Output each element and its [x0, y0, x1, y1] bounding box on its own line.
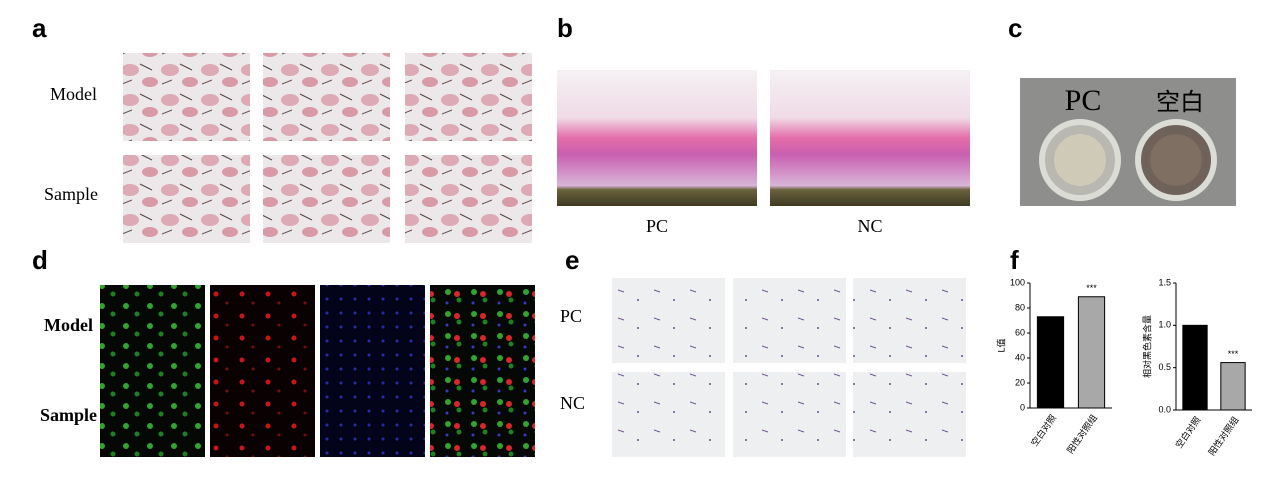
stained-image [733, 278, 846, 363]
significance: *** [1228, 349, 1239, 359]
fluorescence-image [430, 371, 535, 457]
photo-text: 空白 [1156, 88, 1204, 116]
stained-image [733, 372, 846, 457]
panel-label: a [32, 13, 47, 43]
micrograph [405, 53, 532, 141]
y-tick-label: 100 [1010, 277, 1025, 287]
bar [1077, 296, 1106, 409]
row-label: Sample [40, 405, 97, 425]
stained-image [612, 372, 725, 457]
histology-image [770, 70, 970, 206]
well-fill [1150, 134, 1202, 186]
stained-image [853, 278, 966, 363]
micrograph [405, 155, 532, 243]
y-axis-label: 相对黑色素含量 [1141, 315, 1152, 378]
row-label: Sample [44, 184, 98, 204]
panel-label: f [1010, 245, 1019, 275]
y-axis-label: L值 [995, 338, 1006, 352]
y-tick-label: 0.0 [1158, 404, 1171, 414]
panel-label: e [565, 245, 579, 275]
panel-label: c [1008, 13, 1022, 43]
bar [1036, 316, 1065, 409]
fluorescence-image [100, 371, 205, 457]
stained-image [853, 372, 966, 457]
fluorescence-image [320, 371, 425, 457]
y-tick-label: 60 [1015, 327, 1025, 337]
photo-text: PC [1065, 84, 1102, 117]
bar [1182, 324, 1208, 411]
micrograph [123, 53, 250, 141]
column-label: PC [646, 216, 668, 236]
column-label: NC [857, 216, 882, 236]
x-tick-label: 空白对照 [1028, 412, 1058, 448]
y-tick-label: 0 [1020, 402, 1025, 412]
row-label: PC [560, 306, 582, 326]
y-tick-label: 1.0 [1158, 320, 1171, 330]
y-tick-label: 0.5 [1158, 362, 1171, 372]
micrograph [263, 155, 390, 243]
micrograph [123, 155, 250, 243]
fluorescence-image [430, 285, 535, 371]
fluorescence-image [320, 285, 425, 371]
fluorescence-image [210, 371, 315, 457]
x-tick-label: 空白对照 [1173, 414, 1203, 450]
row-label: Model [44, 315, 93, 335]
y-tick-label: 1.5 [1158, 277, 1171, 287]
well-fill [1054, 134, 1106, 186]
stained-image [612, 278, 725, 363]
y-tick-label: 80 [1015, 302, 1025, 312]
row-label: NC [560, 393, 585, 413]
row-label: Model [50, 84, 97, 104]
x-tick-label: 阳性对照组 [1064, 412, 1099, 455]
panel-label: b [557, 13, 573, 43]
micrograph [263, 53, 390, 141]
fluorescence-image [100, 285, 205, 371]
x-tick-label: 阳性对照组 [1206, 414, 1241, 457]
bar [1220, 362, 1246, 411]
fluorescence-image [210, 285, 315, 371]
y-tick-label: 40 [1015, 352, 1025, 362]
significance: *** [1086, 283, 1097, 293]
y-tick-label: 20 [1015, 377, 1025, 387]
panel-label: d [32, 245, 48, 275]
histology-image [557, 70, 757, 206]
